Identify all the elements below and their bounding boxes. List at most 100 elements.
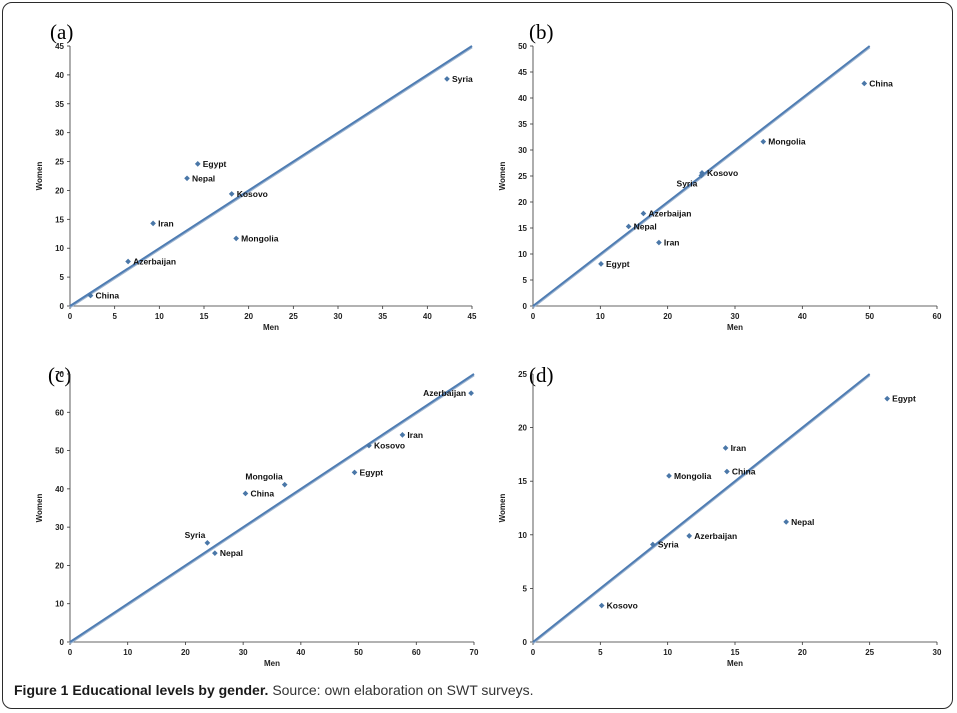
data-point	[640, 210, 647, 217]
y-tick-label: 0	[60, 638, 65, 647]
data-label: China	[250, 488, 274, 498]
y-tick-label: 30	[55, 129, 64, 138]
data-point	[242, 490, 249, 497]
x-axis-title: Men	[263, 323, 279, 332]
y-tick-label: 20	[55, 186, 64, 195]
x-tick-label: 20	[798, 648, 807, 657]
x-tick-label: 30	[933, 648, 942, 657]
data-point	[598, 602, 605, 609]
data-label: Nepal	[791, 517, 814, 527]
data-point	[783, 519, 790, 525]
x-tick-label: 30	[239, 648, 248, 657]
data-label: Azerbaijan	[694, 531, 737, 541]
data-point	[760, 138, 767, 145]
y-tick-label: 30	[518, 146, 527, 155]
y-tick-label: 60	[55, 408, 64, 417]
y-tick-label: 20	[518, 198, 527, 207]
x-tick-label: 40	[798, 312, 807, 321]
y-tick-label: 45	[55, 42, 64, 51]
y-axis-title: Women	[35, 162, 44, 191]
data-point	[366, 442, 372, 449]
data-point	[150, 220, 156, 227]
x-tick-label: 30	[731, 312, 740, 321]
data-label: Kosovo	[707, 168, 738, 178]
data-point	[650, 541, 656, 548]
y-axis-title: Women	[35, 494, 44, 523]
y-tick-label: 20	[518, 424, 527, 433]
data-label: Kosovo	[607, 601, 638, 611]
reference-line	[532, 373, 871, 643]
data-point	[204, 540, 211, 546]
x-tick-label: 25	[865, 648, 874, 657]
y-axis-title: Women	[498, 494, 507, 523]
y-tick-label: 50	[55, 447, 64, 456]
y-tick-label: 40	[55, 485, 64, 494]
y-tick-label: 40	[55, 71, 64, 80]
x-tick-label: 30	[334, 312, 343, 321]
chart-1: 0 5 10 15 20 25 30 35 40 45 0 5 10 15 20 25 30 35 40 45 Men W…	[35, 42, 477, 332]
figure-caption: Figure 1 Educational levels by gender. S…	[14, 682, 534, 698]
data-label: Azerbaijan	[133, 257, 176, 267]
data-point	[184, 175, 190, 182]
data-label: Iran	[731, 443, 747, 453]
data-label: Nepal	[220, 548, 243, 558]
data-point	[656, 239, 662, 246]
data-label: Iran	[407, 430, 423, 440]
y-tick-label: 25	[518, 172, 527, 181]
data-point	[281, 481, 288, 488]
data-label: China	[869, 78, 893, 88]
data-label: Syria	[677, 178, 698, 188]
x-tick-label: 20	[663, 312, 672, 321]
data-point	[233, 235, 239, 242]
x-axis-title: Men	[727, 659, 743, 668]
caption-title: Figure 1 Educational levels by gender.	[14, 682, 269, 698]
y-tick-label: 15	[55, 215, 64, 224]
panel-label-b: (b)	[529, 20, 554, 44]
data-point	[87, 292, 94, 299]
x-tick-label: 35	[378, 312, 387, 321]
x-tick-label: 40	[423, 312, 432, 321]
data-label: Azerbaijan	[648, 208, 691, 218]
data-point	[228, 191, 235, 197]
x-tick-label: 0	[68, 312, 73, 321]
data-point	[468, 390, 474, 396]
x-tick-label: 25	[289, 312, 298, 321]
y-tick-label: 20	[55, 561, 64, 570]
data-point	[444, 76, 450, 82]
y-tick-label: 5	[523, 276, 528, 285]
caption-source: Source: own elaboration on SWT surveys.	[272, 682, 534, 698]
data-point	[686, 533, 693, 539]
data-label: China	[96, 291, 120, 301]
y-tick-label: 25	[55, 158, 64, 167]
data-point	[722, 445, 729, 451]
x-tick-label: 45	[468, 312, 477, 321]
y-axis-title: Women	[498, 162, 507, 191]
y-tick-label: 30	[55, 523, 64, 532]
panel-label-c: (c)	[48, 363, 72, 387]
panel-label-a: (a)	[50, 20, 74, 44]
reference-line-shadow	[69, 46, 473, 309]
chart-2: 0 10 20 30 40 50 60 0 5 10 15 20 25 30 35 40 45 50 Men Wome…	[498, 42, 942, 332]
data-label: Mongolia	[768, 137, 806, 147]
y-tick-label: 25	[518, 370, 527, 379]
data-label: Mongolia	[674, 471, 712, 481]
x-tick-label: 20	[181, 648, 190, 657]
y-tick-label: 40	[518, 94, 527, 103]
data-label: Egypt	[892, 394, 916, 404]
x-axis-title: Men	[727, 323, 743, 332]
x-tick-label: 10	[596, 312, 605, 321]
data-label: Syria	[658, 539, 679, 549]
reference-line	[69, 45, 473, 307]
y-tick-label: 35	[55, 100, 64, 109]
y-tick-label: 35	[518, 120, 527, 129]
data-point	[194, 161, 201, 167]
data-point	[884, 395, 891, 402]
chart-4: 0 5 10 15 20 25 30 0 5 10 15 20 25 Men Women Egypt Iran C…	[498, 370, 942, 668]
y-tick-label: 0	[523, 302, 528, 311]
data-label: Azerbaijan	[423, 388, 466, 398]
x-tick-label: 50	[865, 312, 874, 321]
data-label: Syria	[452, 74, 473, 84]
y-tick-label: 10	[55, 244, 64, 253]
